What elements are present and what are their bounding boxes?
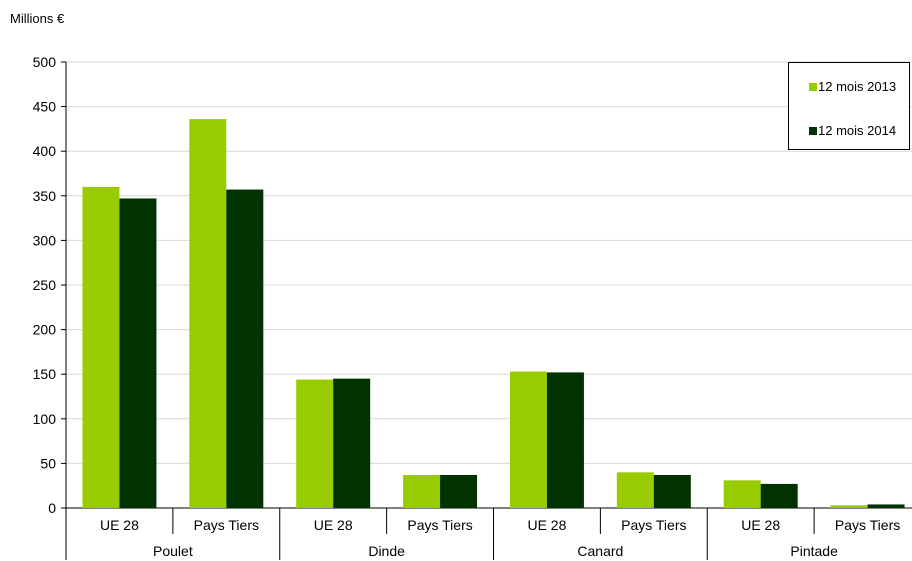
legend-item-2014: 12 mois 2014 (809, 123, 896, 138)
group-label: Poulet (153, 543, 193, 559)
bar-2013 (82, 186, 120, 508)
category-label: UE 28 (314, 517, 353, 533)
category-label: UE 28 (100, 517, 139, 533)
group-label: Canard (577, 543, 623, 559)
group-label: Dinde (368, 543, 405, 559)
bar-2014 (867, 504, 905, 508)
y-tick-label: 300 (33, 232, 57, 248)
y-tick-label: 150 (33, 366, 57, 382)
y-tick-label: 250 (33, 277, 57, 293)
bar-2013 (723, 480, 761, 508)
category-label: Pays Tiers (407, 517, 472, 533)
bar-2014 (226, 189, 264, 508)
bar-2014 (119, 198, 157, 508)
chart-legend: 12 mois 2013 12 mois 2014 (788, 62, 910, 150)
legend-swatch-2013 (809, 83, 817, 91)
category-label: UE 28 (527, 517, 566, 533)
bar-2014 (333, 378, 371, 508)
y-tick-label: 450 (33, 99, 57, 115)
bar-2013 (509, 371, 547, 508)
bar-2014 (760, 483, 798, 508)
y-axis-unit-label: Millions € (10, 11, 65, 26)
bar-2013 (296, 379, 334, 508)
bar-2013 (189, 119, 227, 508)
y-tick-label: 50 (40, 455, 56, 471)
y-tick-label: 400 (33, 143, 57, 159)
bar-2014 (653, 474, 691, 508)
bar-2014 (440, 474, 478, 508)
bar-2013 (403, 474, 441, 508)
legend-swatch-2014 (809, 127, 817, 135)
category-label: Pays Tiers (621, 517, 686, 533)
y-tick-label: 0 (48, 500, 56, 516)
category-label: Pays Tiers (835, 517, 900, 533)
bar-2014 (546, 372, 584, 508)
bar-2013 (616, 472, 654, 508)
bar-2013 (830, 505, 868, 508)
legend-item-2013: 12 mois 2013 (809, 79, 896, 94)
group-label: Pintade (790, 543, 838, 559)
y-tick-label: 200 (33, 322, 57, 338)
y-tick-label: 100 (33, 411, 57, 427)
y-tick-label: 500 (33, 54, 57, 70)
category-label: UE 28 (741, 517, 780, 533)
category-label: Pays Tiers (194, 517, 259, 533)
legend-label-2014: 12 mois 2014 (818, 123, 897, 138)
legend-label-2013: 12 mois 2013 (818, 79, 897, 94)
y-tick-label: 350 (33, 188, 57, 204)
